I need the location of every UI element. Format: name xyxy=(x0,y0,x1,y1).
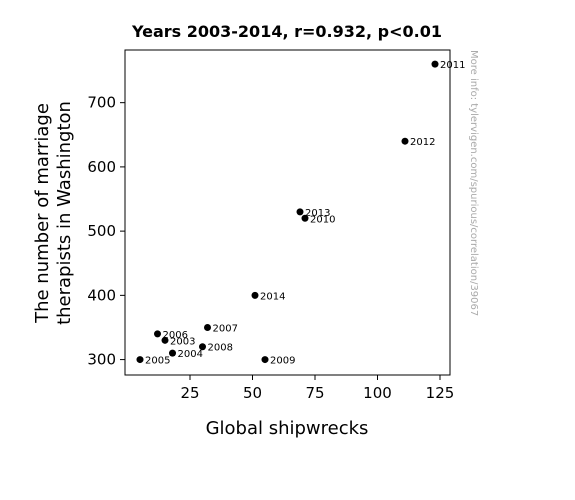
data-point-label: 2013 xyxy=(305,208,330,219)
x-axis-label: Global shipwrecks xyxy=(206,418,369,439)
data-point-label: 2008 xyxy=(208,343,233,354)
data-points: 2003 2004 2005 2006 2007 2008 2009 2010 2011 2012… xyxy=(136,60,465,367)
data-point-label: 2006 xyxy=(163,330,188,341)
data-point xyxy=(251,291,259,299)
data-point xyxy=(161,336,169,344)
data-point-label: 2012 xyxy=(410,137,435,148)
chart-title: Years 2003-2014, r=0.932, p<0.01 xyxy=(131,22,442,41)
data-point xyxy=(431,60,439,68)
y-axis-label-line-1: The number of marriage xyxy=(32,103,53,324)
x-axis-ticks: 25 50 75 100 125 xyxy=(180,375,454,402)
y-tick-label: 300 xyxy=(87,351,116,369)
data-point xyxy=(301,214,309,222)
y-tick-label: 700 xyxy=(87,94,116,112)
y-tick-label: 500 xyxy=(87,222,116,240)
data-point xyxy=(401,137,409,145)
data-point-label: 2010 xyxy=(310,214,335,225)
x-tick-label: 75 xyxy=(305,384,324,402)
data-point-label: 2005 xyxy=(145,356,170,367)
data-point xyxy=(261,356,269,364)
y-axis-ticks: 300 400 500 600 700 xyxy=(87,94,125,369)
data-point-label: 2014 xyxy=(260,291,285,302)
data-point-label: 2007 xyxy=(213,323,238,334)
data-point-label: 2009 xyxy=(270,356,295,367)
watermark-text: More info: tylervigen.com/spurious/corre… xyxy=(468,50,479,316)
x-tick-label: 25 xyxy=(180,384,199,402)
data-point-label: 2003 xyxy=(170,336,195,347)
data-point-label: 2011 xyxy=(440,60,465,71)
x-tick-label: 125 xyxy=(426,384,455,402)
data-point xyxy=(154,330,161,338)
x-tick-label: 50 xyxy=(243,384,262,402)
y-tick-label: 600 xyxy=(87,158,116,176)
data-point xyxy=(136,356,144,364)
x-tick-label: 100 xyxy=(363,384,392,402)
data-point xyxy=(199,343,206,351)
data-point xyxy=(169,349,176,357)
y-tick-label: 400 xyxy=(87,286,116,304)
data-point xyxy=(296,208,304,216)
plot-area-frame xyxy=(124,49,451,376)
y-axis-label-line-2: therapists in Washington xyxy=(54,101,75,325)
data-point xyxy=(204,323,211,331)
data-point-label: 2004 xyxy=(178,349,203,360)
y-axis-label: The number of marriage therapists in Was… xyxy=(32,101,75,325)
